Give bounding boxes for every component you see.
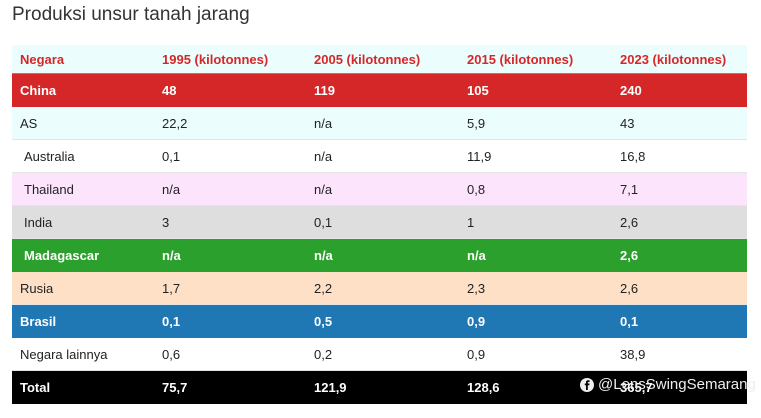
value-cell: 128,6	[467, 380, 500, 395]
value-cell: 2,6	[620, 248, 639, 263]
table-row: Total 75,7 121,9 128,6 365,7	[12, 371, 747, 404]
value-cell: 7,1	[620, 182, 639, 197]
value-cell: 43	[620, 116, 635, 131]
value-cell: 75,7	[162, 380, 188, 395]
value-cell: 38,9	[620, 347, 646, 362]
facebook-icon	[580, 377, 594, 392]
value-cell: 0,8	[467, 182, 486, 197]
header-cell: 1995 (kilotonnes)	[162, 52, 269, 67]
value-cell: 0,1	[620, 314, 639, 329]
table-row: Negara lainnya 0,6 0,2 0,9 38,9	[12, 338, 747, 371]
value-cell: n/a	[314, 149, 333, 164]
table-row: Australia 0,1 n/a 11,9 16,8	[12, 140, 747, 173]
watermark-text: @LensSwingSemarang	[598, 376, 756, 393]
value-cell: n/a	[314, 248, 333, 263]
value-cell: 16,8	[620, 149, 646, 164]
value-cell: 365,7	[620, 380, 653, 395]
country-cell: China	[20, 83, 57, 98]
watermark: @LensSwingSemarang	[580, 376, 756, 393]
value-cell: 0,5	[314, 314, 333, 329]
table-row: China 48 119 105 240	[12, 74, 747, 107]
value-cell: 0,2	[314, 347, 333, 362]
title: Produksi unsur tanah jarang	[12, 4, 250, 25]
country-cell: AS	[20, 116, 38, 131]
table-row: AS 22,2 n/a 5,9 43	[12, 107, 747, 140]
value-cell: 119	[314, 83, 335, 98]
value-cell: 2,6	[620, 215, 639, 230]
header-cell: 2015 (kilotonnes)	[467, 52, 574, 67]
country-cell: Australia	[24, 149, 75, 164]
table-row: Thailand n/a n/a 0,8 7,1	[12, 173, 747, 206]
value-cell: 121,9	[314, 380, 347, 395]
value-cell: 1,7	[162, 281, 181, 296]
value-cell: 0,9	[467, 314, 486, 329]
value-cell: 2,6	[620, 281, 639, 296]
value-cell: 0,1	[162, 149, 181, 164]
value-cell: 48	[162, 83, 177, 98]
value-cell: 2,2	[314, 281, 333, 296]
value-cell: 1	[467, 215, 475, 230]
table-row: Madagascar n/a n/a n/a 2,6	[12, 239, 747, 272]
value-cell: n/a	[467, 248, 486, 263]
value-cell: 11,9	[467, 149, 492, 164]
country-cell: Thailand	[24, 182, 74, 197]
value-cell: 105	[467, 83, 489, 98]
value-cell: n/a	[314, 116, 333, 131]
value-cell: 240	[620, 83, 642, 98]
country-cell: Brasil	[20, 314, 57, 329]
country-cell: Negara lainnya	[20, 347, 108, 362]
table-row: Rusia 1,7 2,2 2,3 2,6	[12, 272, 747, 305]
table-row: Brasil 0,1 0,5 0,9 0,1	[12, 305, 747, 338]
value-cell: 0,1	[162, 314, 181, 329]
value-cell: 5,9	[467, 116, 486, 131]
value-cell: 2,3	[467, 281, 486, 296]
value-cell: n/a	[162, 182, 181, 197]
value-cell: 0,1	[314, 215, 333, 230]
country-cell: Madagascar	[24, 248, 100, 263]
header-row: Negara 1995 (kilotonnes) 2005 (kilotonnes)…	[12, 45, 747, 74]
value-cell: 0,9	[467, 347, 486, 362]
header-cell: 2023 (kilotonnes)	[620, 52, 727, 67]
header-cell: 2005 (kilotonnes)	[314, 52, 421, 67]
value-cell: 0,6	[162, 347, 181, 362]
value-cell: n/a	[162, 248, 181, 263]
table-row: India 3 0,1 1 2,6	[12, 206, 747, 239]
value-cell: 3	[162, 215, 170, 230]
country-cell: Rusia	[20, 281, 54, 296]
value-cell: n/a	[314, 182, 333, 197]
header-cell: Negara	[20, 52, 65, 67]
country-cell: India	[24, 215, 53, 230]
value-cell: 22,2	[162, 116, 188, 131]
country-cell: Total	[20, 380, 51, 395]
